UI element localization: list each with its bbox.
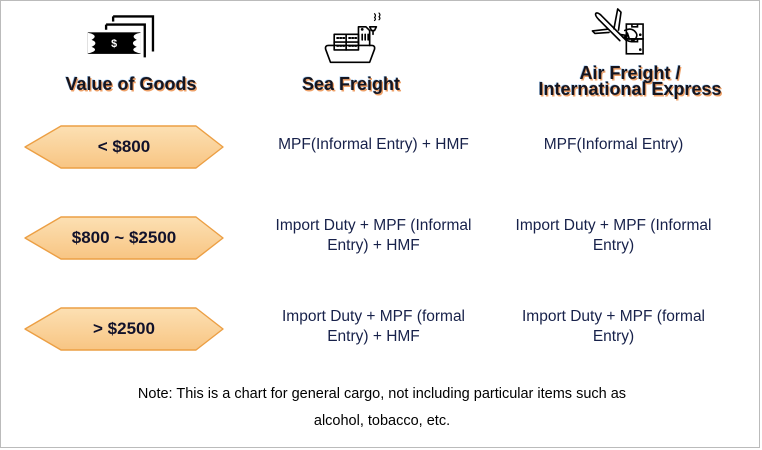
svg-text:$: $ bbox=[111, 38, 117, 50]
